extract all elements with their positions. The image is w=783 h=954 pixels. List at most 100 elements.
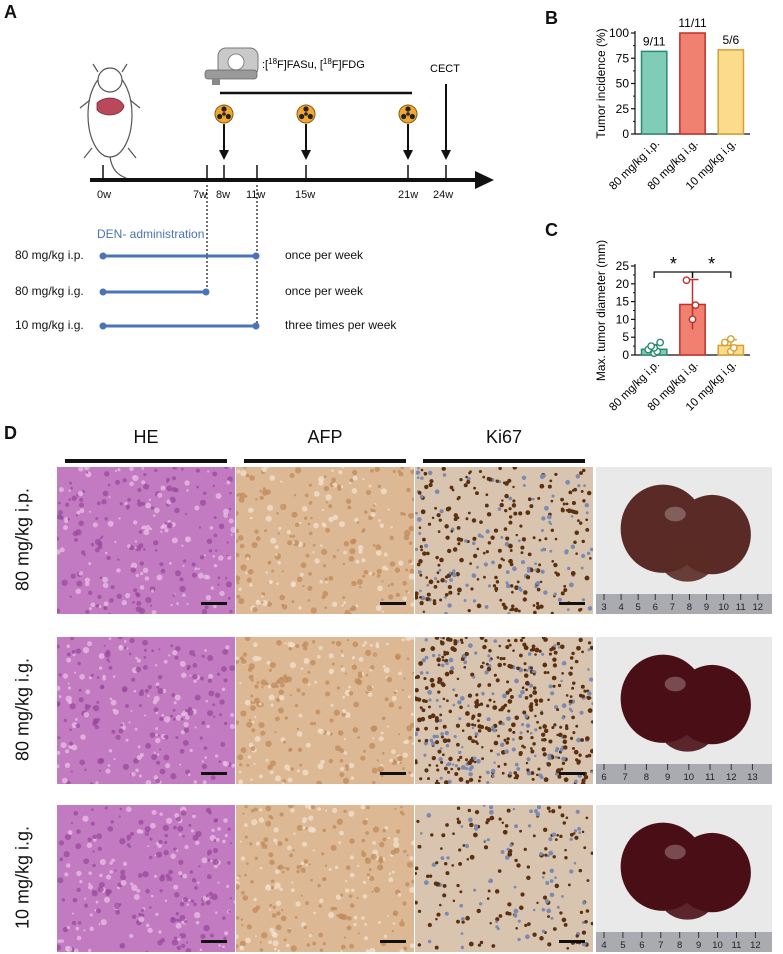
histology-panel: HE AFP Ki67 80 mg/kg i.p. 3 4 5 6 7 8 9 10 11 12 80 mg… — [0, 425, 783, 954]
column-header: HE — [133, 427, 159, 447]
data-point — [656, 338, 665, 347]
radiation-icon — [214, 104, 234, 160]
y-tick-label: 50 — [616, 77, 630, 91]
ruler-label: 12 — [726, 772, 737, 783]
scale-bar — [201, 940, 227, 943]
ruler-label: 7 — [658, 940, 663, 951]
ruler-label: 12 — [750, 940, 761, 951]
group-frequency-1: once per week — [285, 248, 364, 262]
column-header: Ki67 — [485, 427, 523, 447]
y-axis-label: Max. tumor diameter (mm) — [594, 240, 608, 381]
ruler — [596, 594, 772, 614]
y-tick-label: 25 — [616, 259, 630, 273]
bar — [640, 50, 668, 135]
tick-label-11w: 11w — [246, 189, 266, 201]
group-label-1: 80 mg/kg i.p. — [15, 248, 84, 262]
ruler — [596, 764, 772, 784]
column-header-bar — [65, 459, 227, 463]
data-point — [682, 276, 691, 285]
group-frequency-3: three times per week — [285, 318, 397, 332]
group-frequency-2: once per week — [285, 284, 364, 298]
scale-bar — [201, 772, 227, 775]
scale-bar — [559, 940, 585, 943]
micrograph — [57, 467, 235, 614]
y-tick-label: 15 — [616, 295, 630, 309]
group-label-2: 80 mg/kg i.g. — [15, 284, 84, 298]
ruler-label: 6 — [601, 772, 606, 783]
ruler-label: 4 — [618, 602, 623, 613]
tick-label-24w: 24w — [433, 189, 454, 201]
scale-bar — [559, 602, 585, 605]
y-tick-label: 5 — [622, 330, 629, 344]
ruler-label: 6 — [639, 940, 644, 951]
ruler-label: 12 — [752, 602, 763, 613]
panel-letter-b: B — [545, 8, 558, 28]
ruler-label: 11 — [736, 602, 746, 613]
significance-star: * — [708, 254, 715, 274]
ruler-label: 10 — [718, 602, 729, 613]
significance-bracket — [691, 271, 732, 278]
ruler — [596, 932, 772, 952]
tick-label-0w: 0w — [97, 189, 112, 201]
scale-bar — [380, 772, 406, 775]
micrograph — [236, 637, 414, 784]
significance-star: * — [670, 254, 677, 274]
tick-label-21w: 21w — [398, 189, 419, 201]
ruler-label: 10 — [712, 940, 723, 951]
ruler-label: 6 — [653, 602, 658, 613]
micrograph — [236, 805, 414, 952]
ruler-label: 8 — [677, 940, 682, 951]
bar-data-label: 11/11 — [678, 16, 707, 30]
liver-photo: 6 7 8 9 10 11 12 13 — [596, 637, 772, 784]
mouse-icon — [79, 63, 141, 179]
data-point — [720, 338, 729, 347]
column-header-bar — [423, 459, 585, 463]
ruler-label: 8 — [644, 772, 649, 783]
data-point — [647, 342, 656, 351]
scan-tracers-label: :[18F]FASu, [18F]FDG — [262, 57, 365, 71]
micrograph — [57, 805, 235, 952]
y-tick-label: 25 — [616, 102, 630, 116]
tick-label-15w: 15w — [295, 189, 316, 201]
timeline-diagram: :[18F]FASu, [18F]FDG CECT — [79, 47, 494, 330]
ruler-label: 5 — [636, 602, 641, 613]
scale-bar — [201, 602, 227, 605]
liver-photo: 3 4 5 6 7 8 9 10 11 12 — [596, 467, 772, 614]
row-label: 10 mg/kg i.g. — [12, 825, 33, 929]
group-label-3: 10 mg/kg i.g. — [15, 318, 84, 332]
ruler-label: 8 — [687, 602, 692, 613]
den-administration-label: DEN- administration — [97, 227, 205, 241]
ruler-label: 5 — [620, 940, 625, 951]
y-tick-label: 0 — [622, 127, 629, 141]
y-tick-label: 75 — [616, 51, 630, 65]
ruler-label: 11 — [732, 940, 742, 951]
bar — [717, 49, 745, 135]
ruler-label: 4 — [601, 940, 606, 951]
liver-photo: 4 5 6 7 8 9 10 11 12 — [596, 805, 772, 952]
ruler-label: 9 — [665, 772, 670, 783]
scale-bar — [380, 602, 406, 605]
micrograph — [415, 637, 593, 784]
micrograph — [415, 805, 593, 952]
data-point — [691, 301, 700, 310]
ruler-label: 7 — [623, 772, 628, 783]
bar — [679, 32, 706, 135]
bar-data-label: 9/11 — [643, 34, 666, 48]
y-axis-label: Tumor incidence (%) — [594, 28, 608, 138]
ruler-label: 9 — [704, 602, 709, 613]
micrograph — [415, 467, 593, 614]
row-label: 80 mg/kg i.p. — [12, 487, 33, 591]
scale-bar — [559, 772, 585, 775]
tick-label-8w: 8w — [216, 189, 231, 201]
panel-letter-c: C — [545, 220, 558, 240]
data-point — [726, 335, 735, 343]
micrograph — [57, 637, 235, 784]
ruler-label: 7 — [670, 602, 675, 613]
pet-scanner-icon — [204, 47, 259, 85]
ruler-label: 9 — [696, 940, 701, 951]
data-point — [688, 315, 697, 324]
ruler-label: 11 — [705, 772, 715, 783]
y-tick-label: 100 — [609, 26, 629, 40]
